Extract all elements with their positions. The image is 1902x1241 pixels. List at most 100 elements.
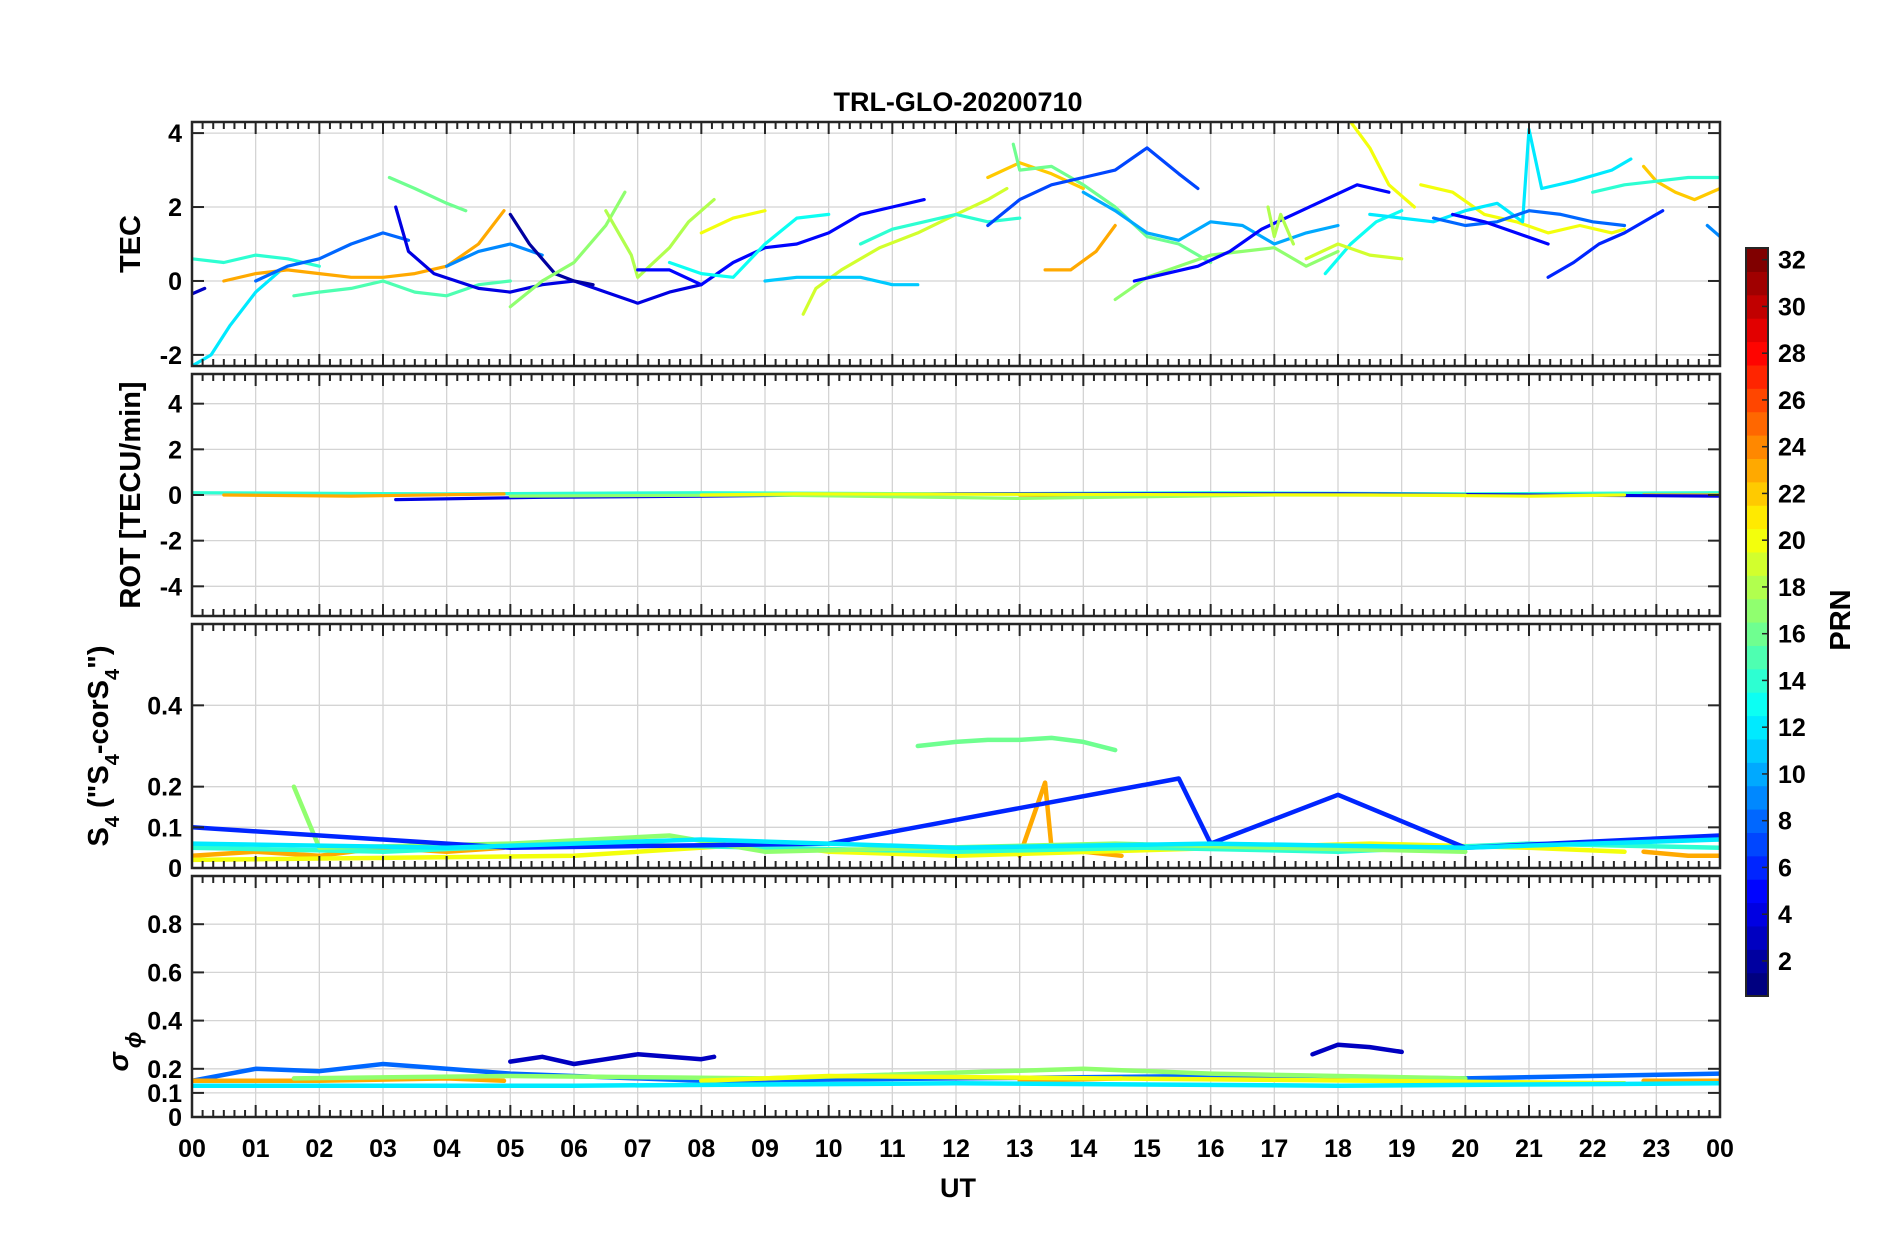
y-tick-label-s4-0: 0 <box>168 855 182 883</box>
colorbar-swatch-14 <box>1746 668 1768 693</box>
y-tick-label-sigma-0: 0 <box>168 1104 182 1132</box>
colorbar-tick-label-8: 8 <box>1778 808 1792 836</box>
x-tick-label-6: 06 <box>560 1135 588 1163</box>
x-tick-label-16: 16 <box>1197 1135 1225 1163</box>
y-tick-label-rot-1: -2 <box>160 528 182 556</box>
series-rot-6 <box>699 492 1627 498</box>
y-tick-label-rot-4: 4 <box>168 391 182 419</box>
axes-frame-s4 <box>190 622 1722 870</box>
panel-s4: 00.10.20.4S4 ("S4-corS4") <box>83 622 1722 883</box>
series-tec-22 <box>1081 190 1340 246</box>
series-s4-3 <box>1641 849 1720 859</box>
series-tec-20 <box>986 146 1200 228</box>
x-tick-label-20: 20 <box>1451 1135 1479 1163</box>
colorbar-tick-label-30: 30 <box>1778 293 1806 321</box>
series-tec-19 <box>1011 142 1213 265</box>
colorbar-swatch-21 <box>1746 505 1768 530</box>
colorbar-swatch-17 <box>1746 598 1768 623</box>
colorbar-swatch-20 <box>1746 528 1768 553</box>
series-tec-23 <box>1113 246 1340 302</box>
series-sigma-0 <box>508 1052 717 1067</box>
colorbar-tick-label-18: 18 <box>1778 574 1806 602</box>
colorbar-swatch-32 <box>1746 248 1768 272</box>
y-tick-label-sigma-1: 0.1 <box>147 1080 182 1108</box>
series-group-tec <box>192 122 1720 366</box>
colorbar-tick-label-28: 28 <box>1778 340 1806 368</box>
y-tick-label-tec-1: 0 <box>168 268 182 296</box>
x-tick-label-4: 04 <box>433 1135 461 1163</box>
series-sigma-6 <box>291 1066 1468 1081</box>
series-tec-0 <box>192 286 207 296</box>
axes-frame-rot <box>190 372 1722 618</box>
y-tick-label-s4-2: 0.2 <box>147 774 182 802</box>
series-tec-4 <box>254 231 411 283</box>
y-axis-label-tec: TEC <box>115 215 147 273</box>
y-axis-label-sigma-main: σ <box>103 1050 135 1071</box>
series-tec-28 <box>1304 242 1404 261</box>
colorbar-label: PRN <box>1825 589 1857 650</box>
y-tick-label-rot-0: -4 <box>160 573 182 601</box>
colorbar-swatch-28 <box>1746 341 1768 366</box>
colorbar-tick-label-2: 2 <box>1778 948 1792 976</box>
x-tick-label-3: 03 <box>369 1135 397 1163</box>
colorbar-swatch-18 <box>1746 575 1768 600</box>
colorbar-tick-label-14: 14 <box>1778 667 1806 695</box>
series-tec-15 <box>801 186 1009 316</box>
y-tick-label-rot-2: 0 <box>168 482 182 510</box>
series-tec-30 <box>1368 127 1633 224</box>
y-axis-label-part-ylabel_main: S <box>83 827 115 846</box>
y-axis-label-s4: S4 ("S4-corS4") <box>83 645 124 846</box>
y-axis-label-sigma-sub: ϕ <box>121 1032 146 1049</box>
x-tick-label-5: 05 <box>496 1135 524 1163</box>
grid-s4 <box>192 624 1720 869</box>
colorbar-swatch-3 <box>1746 925 1768 950</box>
colorbar-swatch-26 <box>1746 388 1768 413</box>
colorbar-tick-label-22: 22 <box>1778 480 1806 508</box>
grid-tec <box>192 122 1720 366</box>
colorbar-swatch-6 <box>1746 855 1768 880</box>
x-tick-label-23: 23 <box>1642 1135 1670 1163</box>
y-axis-label-part-ylabel_mid2: -corS <box>83 680 115 754</box>
axes-frame-tec <box>190 120 1722 368</box>
y-axis-label-rot: ROT [TECU/min] <box>115 381 147 608</box>
x-tick-label-13: 13 <box>1006 1135 1034 1163</box>
series-tec-29 <box>1419 183 1627 235</box>
colorbar-swatch-31 <box>1746 271 1768 296</box>
colorbar-tick-label-4: 4 <box>1778 901 1792 929</box>
colorbar-swatch-24 <box>1746 435 1768 459</box>
x-tick-label-24: 00 <box>1706 1135 1734 1163</box>
x-tick-label-18: 18 <box>1324 1135 1352 1163</box>
series-tec-31 <box>1431 209 1627 228</box>
colorbar-tick-label-24: 24 <box>1778 434 1806 462</box>
x-tick-label-7: 07 <box>624 1135 652 1163</box>
series-tec-7 <box>394 205 703 305</box>
y-tick-label-sigma-5: 0.8 <box>147 911 182 939</box>
series-s4-6 <box>291 784 1468 854</box>
panel-rot: -4 -2 0 2 4 ROT [TECU/min] <box>115 372 1722 618</box>
colorbar-tick-label-32: 32 <box>1778 247 1806 275</box>
series-tec-27 <box>1323 209 1404 276</box>
axes-frame-sigma <box>190 874 1722 1119</box>
y-axis-label-part-ylabel_sub1: 4 <box>102 815 124 827</box>
x-tick-label-1: 01 <box>242 1135 270 1163</box>
colorbar-swatch-25 <box>1746 411 1768 436</box>
colorbar-frame <box>1745 247 1769 997</box>
series-tec-12 <box>636 198 926 287</box>
colorbar-swatch-22 <box>1746 481 1768 506</box>
x-tick-label-8: 08 <box>687 1135 715 1163</box>
series-tec-25 <box>1266 205 1295 246</box>
series-rot-1 <box>222 492 506 498</box>
y-tick-label-sigma-2: 0.2 <box>147 1056 182 1084</box>
series-tec-34 <box>1642 164 1720 202</box>
series-tec-3 <box>222 209 506 283</box>
colorbar-swatch-11 <box>1746 738 1768 763</box>
colorbar-swatch-12 <box>1746 715 1768 740</box>
y-axis-label-part-ylabel_mid: ("S <box>83 765 115 816</box>
series-tec-13 <box>667 212 831 279</box>
series-tec-36 <box>1705 223 1720 239</box>
series-s4-7 <box>192 776 1720 850</box>
y-tick-label-tec-2: 2 <box>168 194 182 222</box>
colorbar-tick-label-12: 12 <box>1778 714 1806 742</box>
colorbar-tick-label-6: 6 <box>1778 854 1792 882</box>
